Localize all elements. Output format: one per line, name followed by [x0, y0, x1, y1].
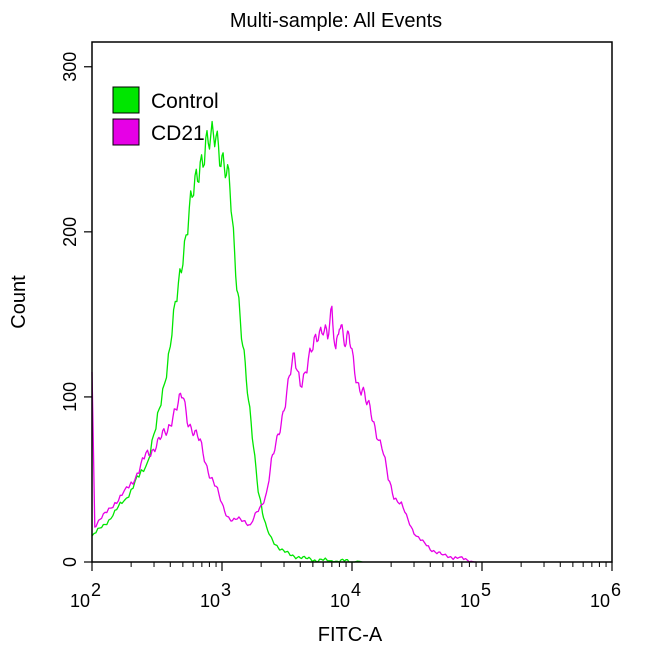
y-tick-label: 300: [60, 52, 80, 82]
y-axis-title: Count: [8, 275, 30, 329]
y-tick-label: 0: [60, 557, 80, 567]
plot-frame: [91, 41, 613, 563]
x-tick-exponent: 2: [91, 580, 101, 600]
legend-swatch-cd21: [112, 118, 140, 146]
x-tick-exponent: 6: [611, 580, 621, 600]
series-line-cd21: [91, 305, 477, 563]
x-tick-label: 10: [460, 591, 480, 611]
x-tick-exponent: 5: [481, 580, 491, 600]
legend-label-control: Control: [151, 90, 219, 113]
x-tick-exponent: 4: [351, 580, 361, 600]
legend-swatch-control: [112, 86, 140, 114]
legend-label-cd21: CD21: [151, 122, 205, 145]
x-axis-title: FITC-A: [318, 624, 383, 646]
x-tick-label: 10: [200, 591, 220, 611]
legend: Control CD21: [112, 86, 219, 146]
plot-series: [91, 120, 477, 563]
x-tick-exponent: 3: [221, 580, 231, 600]
y-tick-label: 200: [60, 217, 80, 247]
x-tick-label: 10: [590, 591, 610, 611]
series-line-control: [91, 120, 363, 563]
chart-title: Multi-sample: All Events: [230, 10, 442, 32]
x-tick-label: 10: [330, 591, 350, 611]
y-tick-label: 100: [60, 382, 80, 412]
x-tick-label: 10: [70, 591, 90, 611]
